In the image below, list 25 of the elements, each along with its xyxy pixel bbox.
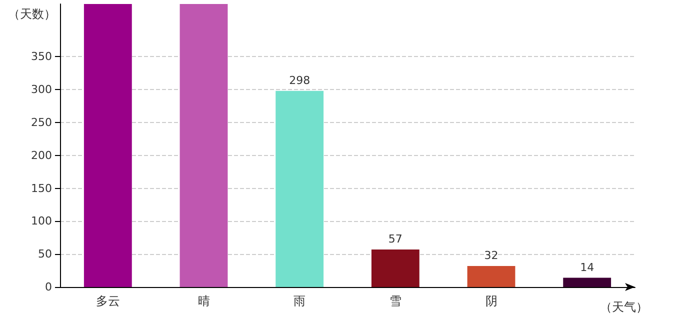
bar <box>467 266 516 287</box>
data-label: 57 <box>388 232 402 246</box>
x-tick-label: 晴 <box>198 294 210 308</box>
y-tick-label: 300 <box>31 83 52 96</box>
x-tick-label: 阴 <box>485 294 498 308</box>
x-tick-label: 雪 <box>389 294 402 308</box>
y-tick-label: 250 <box>31 116 52 129</box>
x-tick-label: 雨 <box>294 294 306 308</box>
data-label: 32 <box>484 248 498 262</box>
y-tick-label: 50 <box>38 248 52 261</box>
y-tick-label: 150 <box>31 182 52 195</box>
bar <box>84 4 132 287</box>
bar <box>276 90 324 287</box>
y-tick-label: 0 <box>45 280 52 294</box>
bar <box>563 278 612 287</box>
bar <box>371 249 420 287</box>
y-axis-title: （天数） <box>8 7 56 21</box>
data-label: 14 <box>580 260 594 274</box>
y-tick-label: 100 <box>31 214 52 228</box>
x-axis-title: （天气） <box>600 300 648 314</box>
y-tick-label: 350 <box>31 50 52 64</box>
y-tick-label: 200 <box>31 148 52 162</box>
bar <box>180 4 228 287</box>
x-tick-label: 多云 <box>96 294 120 308</box>
data-label: 298 <box>289 74 310 87</box>
